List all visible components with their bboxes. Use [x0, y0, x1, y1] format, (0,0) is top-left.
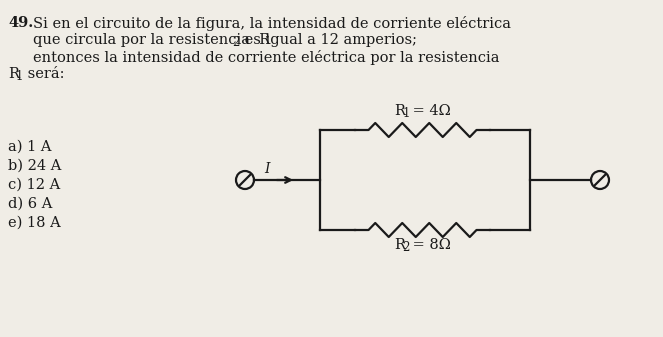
Text: 1: 1 — [402, 107, 410, 120]
Text: Si en el circuito de la figura, la intensidad de corriente eléctrica: Si en el circuito de la figura, la inten… — [33, 16, 511, 31]
Text: entonces la intensidad de corriente eléctrica por la resistencia: entonces la intensidad de corriente eléc… — [33, 50, 499, 65]
Text: R: R — [394, 238, 405, 252]
Text: a) 1 A: a) 1 A — [8, 140, 52, 154]
Text: 2: 2 — [232, 36, 239, 49]
Text: es igual a 12 amperios;: es igual a 12 amperios; — [240, 33, 417, 47]
Text: será:: será: — [23, 67, 64, 81]
Text: = 8Ω: = 8Ω — [408, 238, 452, 252]
Text: c) 12 A: c) 12 A — [8, 178, 60, 192]
Text: que circula por la resistencia  R: que circula por la resistencia R — [33, 33, 270, 47]
Text: I: I — [264, 162, 269, 176]
Text: e) 18 A: e) 18 A — [8, 216, 61, 230]
Text: 49.: 49. — [8, 16, 33, 30]
Text: 1: 1 — [16, 70, 23, 83]
Text: d) 6 A: d) 6 A — [8, 197, 52, 211]
Text: = 4Ω: = 4Ω — [408, 104, 452, 118]
Text: b) 24 A: b) 24 A — [8, 159, 62, 173]
Text: R: R — [394, 104, 405, 118]
Text: 2: 2 — [402, 241, 410, 254]
Text: R: R — [8, 67, 19, 81]
